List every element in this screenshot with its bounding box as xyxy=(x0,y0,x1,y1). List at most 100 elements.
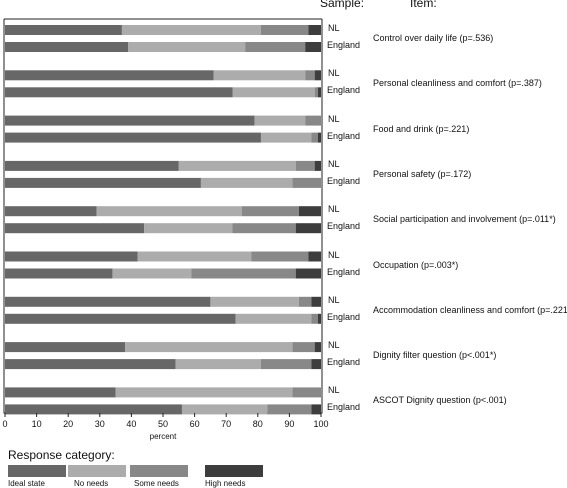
x-tick-label: 70 xyxy=(221,419,232,429)
bar-segment-high-needs xyxy=(317,87,321,98)
sample-label: NL xyxy=(328,158,340,169)
sample-label: England xyxy=(327,266,361,277)
bar-segment-some-needs xyxy=(311,132,318,143)
sample-label: England xyxy=(327,311,361,322)
bar-segment-high-needs xyxy=(317,132,321,143)
sample-header: Sample: xyxy=(320,0,365,10)
x-tick-label: 0 xyxy=(2,419,8,429)
bar-segment-ideal-state xyxy=(5,42,129,52)
legend-label: No needs xyxy=(74,479,109,488)
bar-segment-ideal-state xyxy=(5,206,97,217)
bar-segment-high-needs xyxy=(308,251,321,262)
x-axis-title: percent xyxy=(149,432,177,441)
item-label: Food and drink (p=.221) xyxy=(373,123,470,134)
bar-segment-high-needs xyxy=(311,359,321,370)
bar-segment-some-needs xyxy=(292,387,321,398)
sample-label: England xyxy=(327,40,361,50)
bar-segment-ideal-state xyxy=(5,223,145,234)
bar-segment-no-needs xyxy=(235,313,312,324)
bar-segment-some-needs xyxy=(305,70,315,81)
bar-segment-some-needs xyxy=(267,404,312,415)
bar-segment-some-needs xyxy=(232,223,296,234)
bar-segment-some-needs xyxy=(311,313,318,324)
bar-segment-high-needs xyxy=(295,268,321,279)
item-label: Occupation (p=.003*) xyxy=(373,259,459,270)
bar-segment-ideal-state xyxy=(5,177,201,188)
sample-label: England xyxy=(327,85,361,96)
legend-swatch xyxy=(130,465,188,477)
bar-segment-no-needs xyxy=(178,160,296,171)
bar-segment-no-needs xyxy=(181,404,268,415)
bar-segment-some-needs xyxy=(292,177,321,188)
bar-segment-some-needs xyxy=(260,25,309,35)
sample-label: NL xyxy=(328,68,340,79)
sample-label: NL xyxy=(328,204,340,215)
bar-segment-ideal-state xyxy=(5,387,116,398)
bar-segment-some-needs xyxy=(242,206,299,217)
bar-segment-no-needs xyxy=(213,70,306,81)
item-label: Control over daily life (p=.536) xyxy=(373,33,494,43)
bar-segment-ideal-state xyxy=(5,342,126,353)
bar-segment-ideal-state xyxy=(5,251,138,262)
bar-segment-some-needs xyxy=(298,296,312,307)
sample-label: NL xyxy=(328,23,340,33)
bar-segment-some-needs xyxy=(292,342,315,353)
item-label: Personal safety (p=.172) xyxy=(373,168,472,179)
sample-label: NL xyxy=(328,340,340,351)
bar-segment-no-needs xyxy=(115,387,293,398)
sample-label: England xyxy=(327,402,361,413)
bar-segment-no-needs xyxy=(121,25,261,35)
x-tick-label: 80 xyxy=(252,419,263,429)
bar-segment-no-needs xyxy=(232,87,315,98)
bar-segment-some-needs xyxy=(314,87,318,98)
legend-title: Response category: xyxy=(8,448,115,462)
bar-segment-no-needs xyxy=(210,296,299,307)
item-label: Accommodation cleanliness and comfort (p… xyxy=(373,304,567,315)
sample-label: England xyxy=(327,221,361,232)
item-header: Item: xyxy=(410,0,437,10)
x-tick-label: 40 xyxy=(126,419,137,429)
sample-label: NL xyxy=(328,249,340,260)
x-tick-label: 20 xyxy=(63,419,74,429)
bar-segment-high-needs xyxy=(311,404,321,415)
item-label: Dignity filter question (p<.001*) xyxy=(373,350,497,361)
legend-swatch xyxy=(205,465,263,477)
bar-segment-high-needs xyxy=(314,70,321,81)
sample-label: England xyxy=(327,175,361,186)
item-label: Social participation and involvement (p=… xyxy=(373,214,556,225)
x-tick-label: 50 xyxy=(157,419,169,429)
bar-segment-ideal-state xyxy=(5,132,261,143)
bar-segment-ideal-state xyxy=(5,25,122,35)
x-tick-label: 60 xyxy=(189,419,200,429)
bar-segment-no-needs xyxy=(137,251,252,262)
bar-segment-no-needs xyxy=(125,342,293,353)
bar-segment-no-needs xyxy=(260,132,312,143)
bar-segment-some-needs xyxy=(305,115,321,126)
bar-segment-no-needs xyxy=(144,223,233,234)
bar-segment-ideal-state xyxy=(5,160,179,171)
bar-segment-high-needs xyxy=(298,206,321,217)
sample-label: England xyxy=(327,357,361,368)
bar-segment-high-needs xyxy=(311,296,321,307)
bar-segment-high-needs xyxy=(308,25,321,35)
x-tick-label: 10 xyxy=(31,419,42,429)
legend-label: High needs xyxy=(205,479,246,488)
sample-label: NL xyxy=(328,294,340,305)
sample-label: England xyxy=(327,130,361,141)
x-tick-label: 30 xyxy=(94,419,105,429)
bar-segment-high-needs xyxy=(314,342,321,353)
bar-segment-some-needs xyxy=(295,160,315,171)
bar-segment-ideal-state xyxy=(5,87,233,98)
bar-segment-some-needs xyxy=(245,42,306,52)
x-tick-label: 90 xyxy=(284,419,295,429)
bar-segment-ideal-state xyxy=(5,296,211,307)
legend-swatch xyxy=(68,465,126,477)
bar-segment-no-needs xyxy=(254,115,306,126)
bar-segment-high-needs xyxy=(314,160,321,171)
bar-segment-no-needs xyxy=(200,177,293,188)
bar-segment-some-needs xyxy=(191,268,296,279)
item-label: Personal cleanliness and comfort (p=.387… xyxy=(373,78,542,89)
bar-segment-high-needs xyxy=(317,313,321,324)
bar-segment-high-needs xyxy=(295,223,321,234)
